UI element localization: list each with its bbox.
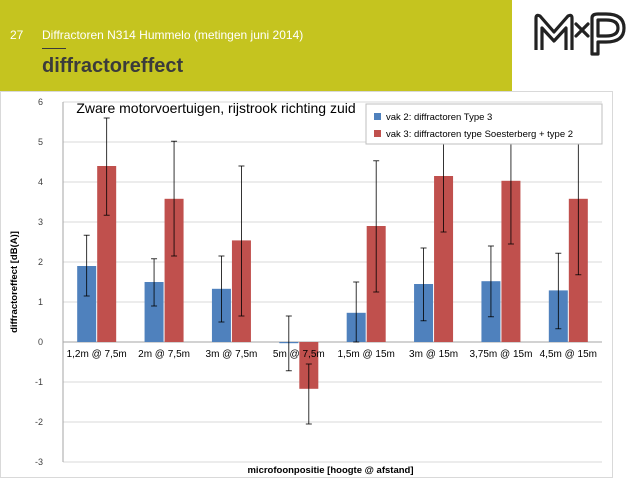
mxp-logo-icon — [534, 12, 626, 56]
y-tick-label: 0 — [38, 337, 43, 347]
y-tick-label: 5 — [38, 137, 43, 147]
x-tick-label: 1,2m @ 7,5m — [67, 349, 127, 360]
x-axis-title: microfoonpositie [hoogte @ afstand] — [247, 465, 413, 476]
y-tick-label: -3 — [35, 457, 43, 467]
legend-swatch — [374, 130, 381, 137]
x-tick-label: 3,75m @ 15m — [469, 349, 532, 360]
x-tick-label: 3m @ 7,5m — [206, 349, 258, 360]
legend-box — [365, 103, 603, 145]
bar — [144, 282, 164, 342]
title-divider — [42, 48, 66, 49]
slide-header: 27 Diffractoren N314 Hummelo (metingen j… — [0, 0, 512, 91]
y-tick-label: 6 — [38, 97, 43, 107]
bar — [97, 166, 117, 342]
x-tick-label: 5m @ 7,5m — [273, 349, 325, 360]
y-tick-label: 2 — [38, 257, 43, 267]
y-tick-label: 1 — [38, 297, 43, 307]
legend-label: vak 3: diffractoren type Soesterberg + t… — [386, 129, 573, 140]
legend-swatch — [374, 113, 381, 120]
y-tick-label: 3 — [38, 217, 43, 227]
x-tick-label: 1,5m @ 15m — [337, 349, 394, 360]
y-tick-label: -2 — [35, 417, 43, 427]
chart-area: -3 -2 -1 0 1 2 3 4 5 6 1,2m @ 7,5m 2m @ 7,5m 3m @ 7,… — [0, 91, 638, 479]
bar — [501, 180, 521, 342]
slide-subtitle: Diffractoren N314 Hummelo (metingen juni… — [42, 28, 304, 42]
y-tick-label: -1 — [35, 377, 43, 387]
slide-title: diffractoreffect — [42, 55, 184, 77]
bar — [164, 198, 184, 342]
bar — [434, 176, 454, 342]
x-tick-label: 2m @ 7,5m — [138, 349, 190, 360]
bar-chart: -3 -2 -1 0 1 2 3 4 5 6 1,2m @ 7,5m 2m @ 7,5m 3m @ 7,… — [0, 91, 613, 478]
bar — [77, 266, 97, 342]
chart-border — [0, 91, 613, 478]
x-tick-label: 3m @ 15m — [409, 349, 458, 360]
x-tick-label: 4,5m @ 15m — [540, 349, 597, 360]
slide-number: 27 — [10, 28, 24, 42]
legend-label: vak 2: diffractoren Type 3 — [386, 112, 492, 123]
y-axis-title: diffractoreffect [dB(A)] — [9, 231, 20, 333]
y-tick-label: 4 — [38, 177, 43, 187]
chart-annotation: Zware motorvoertuigen, rijstrook richtin… — [76, 100, 356, 116]
